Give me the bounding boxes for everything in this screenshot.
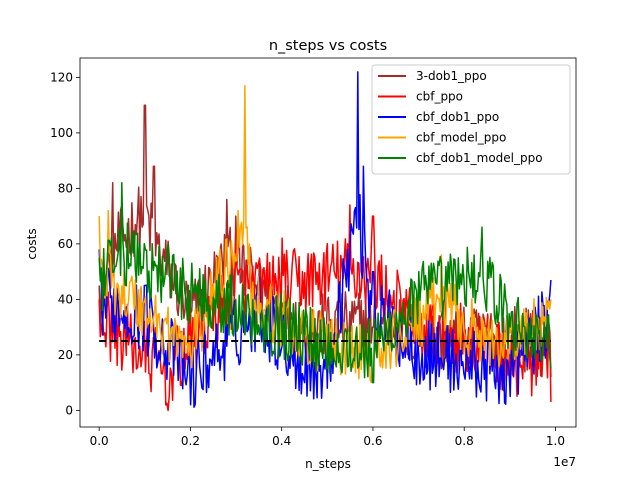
y-tick-label: 100	[50, 126, 73, 140]
series-line-cbf_dob1_model_ppo	[98, 182, 552, 384]
y-axis-label: costs	[25, 228, 39, 259]
legend-label-3-dob1_ppo: 3-dob1_ppo	[416, 69, 487, 83]
legend-label-cbf_dob1_model_ppo: cbf_dob1_model_ppo	[416, 151, 543, 165]
x-axis-label: n_steps	[305, 457, 351, 471]
y-tick-label: 40	[58, 292, 73, 306]
axes-layer: 0.0 0.2 0.4 0.6 0.8 1.0 0 20 40 60 80 100 120	[50, 57, 577, 448]
legend: 3-dob1_ppo cbf_ppo cbf_dob1_ppo cbf_model_p…	[371, 64, 571, 175]
y-tick-label: 20	[58, 348, 73, 362]
y-tick-label: 0	[65, 403, 73, 417]
x-axis-multiplier: 1e7	[553, 455, 576, 469]
legend-label-cbf_model_ppo: cbf_model_ppo	[416, 131, 506, 145]
x-tick-label: 0.6	[363, 434, 382, 448]
legend-label-cbf_dob1_ppo: cbf_dob1_ppo	[416, 110, 499, 124]
x-tick-label: 0.2	[181, 434, 200, 448]
chart-title: n_steps vs costs	[269, 38, 387, 54]
x-tick-label: 1.0	[546, 434, 565, 448]
x-tick-label: 0.4	[272, 434, 291, 448]
y-tick-label: 120	[50, 70, 73, 84]
legend-label-cbf_ppo: cbf_ppo	[416, 90, 463, 104]
y-tick-label: 80	[58, 181, 73, 195]
series-layer	[98, 71, 552, 412]
y-tick-label: 60	[58, 237, 73, 251]
plot-frame	[79, 57, 577, 428]
x-tick-label: 0.8	[455, 434, 474, 448]
legend-box	[371, 64, 571, 175]
x-tick-label: 0.0	[90, 434, 109, 448]
